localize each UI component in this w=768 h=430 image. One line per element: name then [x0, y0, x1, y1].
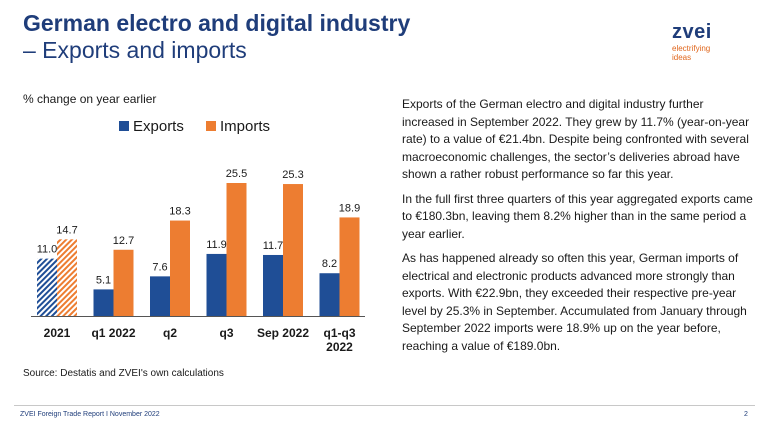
legend-label-imports: Imports — [220, 118, 270, 135]
bar-exports-sep-2022 — [263, 254, 283, 316]
title-line-2: – Exports and imports — [23, 37, 247, 63]
commentary-text: Exports of the German electro and digita… — [402, 96, 754, 362]
chart-legend: Exports Imports — [119, 118, 270, 135]
value-label-imports-2021: 14.7 — [56, 224, 77, 236]
bar-chart: Exports Imports 11.014.75.112.77.618.311.… — [31, 118, 365, 354]
chart-value-labels: 11.0 14.7 5.1 12.7 7.6 18.3 11.9 25.5 11.7 25.3 8.… — [37, 168, 361, 286]
x-tick-label-2021: 2021 — [44, 326, 71, 340]
x-tick-label-q1-2022: q1 2022 — [91, 326, 135, 340]
value-label-exports-q2: 7.6 — [152, 261, 167, 273]
value-label-exports-q1-2022: 5.1 — [96, 274, 111, 286]
legend-label-exports: Exports — [133, 118, 184, 135]
value-label-imports-q2: 18.3 — [169, 206, 190, 218]
bar-imports-q2 — [170, 220, 190, 316]
logo-tagline-2: ideas — [672, 53, 692, 62]
chart-bars — [31, 183, 365, 317]
bar-imports-2021 — [57, 239, 77, 316]
logo-tagline-1: electrifying — [672, 44, 711, 53]
footer-page-number: 2 — [744, 411, 748, 418]
bar-imports-sep-2022 — [283, 184, 303, 316]
bar-exports-q2 — [150, 276, 170, 316]
x-tick-label-q2: q2 — [163, 326, 177, 340]
x-tick-label-q3: q3 — [219, 326, 233, 340]
value-label-exports-q1-q3-2022: 8.2 — [322, 258, 337, 270]
bar-exports-2021 — [37, 258, 57, 316]
bar-imports-q3 — [226, 183, 247, 316]
zvei-logo: zvei electrifying ideas — [672, 22, 742, 62]
logo-wordmark: zvei — [672, 21, 712, 43]
legend-swatch-imports — [206, 121, 216, 131]
value-label-exports-q3: 11.9 — [206, 239, 227, 251]
page-title: German electro and digital industry – Ex… — [23, 10, 410, 63]
paragraph-1: Exports of the German electro and digita… — [402, 97, 750, 181]
bar-exports-q1-2022 — [93, 289, 114, 316]
legend-swatch-exports — [119, 121, 129, 131]
bar-imports-q1-q3-2022 — [339, 217, 360, 316]
value-label-imports-q1-2022: 12.7 — [113, 235, 134, 247]
chart-source: Source: Destatis and ZVEI's own calculat… — [23, 368, 224, 379]
value-label-imports-sep-2022: 25.3 — [282, 169, 303, 181]
bar-exports-q3 — [206, 253, 227, 316]
value-label-imports-q1-q3-2022: 18.9 — [339, 202, 360, 214]
chart-subtitle: % change on year earlier — [23, 92, 157, 106]
footer-divider — [14, 405, 755, 406]
bar-imports-q1-2022 — [113, 249, 134, 316]
paragraph-3: As has happened already so often this ye… — [402, 251, 747, 353]
x-tick-label-q1-q3-2022-line2: 2022 — [326, 340, 353, 354]
bar-exports-q1-q3-2022 — [319, 273, 340, 316]
value-label-exports-sep-2022: 11.7 — [263, 240, 284, 252]
x-tick-label-q1-q3-2022: q1-q3 — [323, 326, 355, 340]
footer-report-name: ZVEI Foreign Trade Report I November 202… — [20, 411, 160, 418]
value-label-imports-q3: 25.5 — [226, 168, 247, 180]
paragraph-2: In the full first three quarters of this… — [402, 191, 753, 241]
title-line-1: German electro and digital industry — [23, 10, 411, 36]
x-tick-label-sep-2022: Sep 2022 — [257, 326, 309, 340]
value-label-exports-2021: 11.0 — [37, 244, 58, 256]
